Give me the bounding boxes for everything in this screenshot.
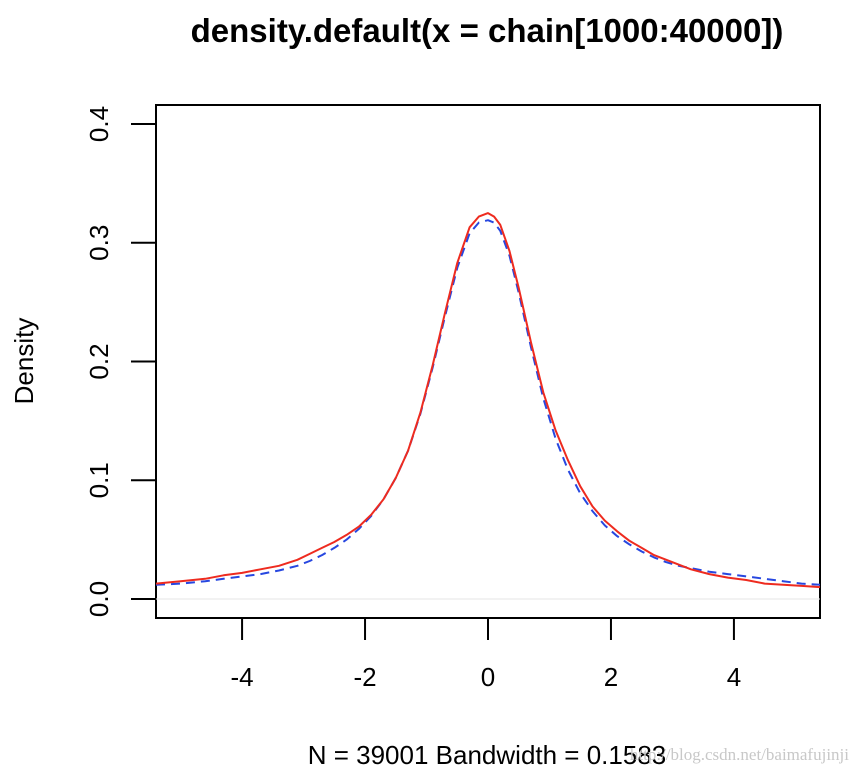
x-tick-label: -2 (353, 662, 376, 692)
y-tick-label: 0.4 (84, 106, 114, 142)
x-tick-label: 4 (727, 662, 741, 692)
solid-density-line (155, 212, 821, 589)
chart-title: density.default(x = chain[1000:40000]) (191, 12, 784, 49)
watermark: http://blog.csdn.net/baimafujinji (630, 745, 849, 764)
y-axis: 0.0 0.1 0.2 0.3 0.4 (84, 106, 157, 617)
y-tick-label: 0.0 (84, 581, 114, 617)
x-axis-label: N = 39001 Bandwidth = 0.1583 (308, 740, 667, 770)
density-curves (155, 212, 821, 589)
x-tick-label: 2 (604, 662, 618, 692)
x-tick-label: 0 (481, 662, 495, 692)
y-axis-label: Density (9, 318, 39, 405)
x-tick-label: -4 (231, 662, 254, 692)
y-tick-label: 0.2 (84, 343, 114, 379)
plot-frame (155, 104, 821, 619)
y-tick-label: 0.1 (84, 462, 114, 498)
x-axis: -4 -2 0 2 4 (231, 617, 741, 692)
y-tick-label: 0.3 (84, 225, 114, 261)
dashed-density-line (155, 219, 821, 586)
